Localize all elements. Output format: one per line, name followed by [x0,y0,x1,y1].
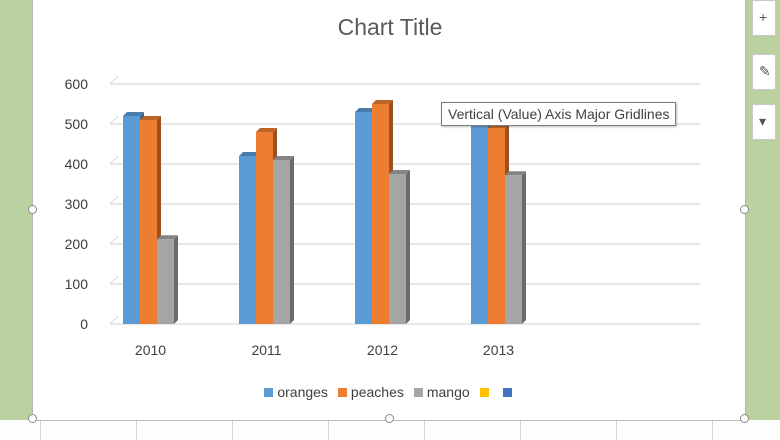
bar-top [505,171,526,176]
legend-entry[interactable] [479,384,493,400]
y-tick-label: 100 [65,276,89,292]
cell-border [232,420,233,440]
resize-handle-right[interactable] [740,205,749,214]
cell-border [328,420,329,440]
bar-side [522,171,526,324]
bar-top [355,108,376,112]
y-tick-label: 200 [65,236,89,252]
spreadsheet-left-edge [0,0,32,440]
plus-icon: + [759,9,768,25]
resize-handle-bottom-left[interactable] [28,414,37,423]
cell-border [136,420,137,440]
legend-swatch [479,387,489,397]
bar-front [488,128,505,324]
chart-filters-button[interactable]: ▾ [752,104,776,140]
y-tick-label: 300 [65,196,89,212]
legend-swatch [264,387,274,397]
gridline-depth [109,195,119,205]
filter-icon: ▾ [759,113,767,129]
gridline-depth [109,155,119,165]
bar-top [239,152,260,156]
bar-top [140,116,161,120]
legend-swatch [337,387,347,397]
bar-mango-2011[interactable] [273,156,294,324]
bar-front [372,104,389,324]
legend-entry[interactable]: oranges [264,384,328,400]
x-tick-label: 2013 [483,342,514,358]
cell-border [520,420,521,440]
x-tick-label: 2011 [251,342,281,358]
bar-front [256,132,273,324]
gridlines-tooltip: Vertical (Value) Axis Major Gridlines [441,102,677,126]
bar-top [256,128,277,132]
legend-label: peaches [350,384,404,400]
bar-front [273,160,290,324]
legend-entry[interactable] [502,384,516,400]
cell-border [424,420,425,440]
bar-top [389,170,410,174]
y-tick-label: 400 [65,156,89,172]
resize-handle-bottom[interactable] [385,414,394,423]
chart-title[interactable]: Chart Title [337,14,443,40]
bar-mango-2013[interactable] [505,171,526,324]
bar-top [273,156,294,160]
bar-mango-2012[interactable] [389,170,410,324]
legend-swatch [502,387,512,397]
gridline-depth [109,275,119,285]
bar-top [372,100,393,104]
x-tick-label: 2012 [367,342,398,358]
bar-side [174,235,178,324]
cell-border [616,420,617,440]
bar-side [290,156,294,324]
gridline-depth [109,115,119,125]
x-tick-label: 2010 [135,342,166,358]
bar-front [239,156,256,324]
gridline-depth [109,235,119,245]
bar-front [123,116,140,324]
bar-front [157,239,174,324]
bar-mango-2010[interactable] [157,235,178,324]
gridline-depth [109,75,119,85]
resize-handle-bottom-right[interactable] [740,414,749,423]
legend-entry[interactable]: mango [413,384,470,400]
bar-side [406,170,410,324]
cell-border [712,420,713,440]
chart-styles-button[interactable]: ✎ [752,54,776,90]
y-tick-label: 0 [80,316,88,332]
y-tick-label: 600 [65,76,89,92]
bar-front [505,175,522,324]
spreadsheet-cell-row[interactable] [0,420,780,440]
chart-elements-button[interactable]: + [752,0,776,36]
cell-border [40,420,41,440]
bar-top [157,235,178,240]
gridline-depth [109,315,119,325]
bar-front [389,174,406,324]
legend-entry[interactable]: peaches [337,384,404,400]
bar-front [355,112,372,324]
brush-icon: ✎ [759,63,771,79]
resize-handle-left[interactable] [28,205,37,214]
y-tick-label: 500 [65,116,89,132]
chart-legend[interactable]: oranges peaches mango [0,384,780,400]
bar-front [140,120,157,324]
bar-top [123,112,144,116]
legend-label: oranges [277,384,328,400]
bar-front [471,126,488,324]
legend-swatch [413,387,423,397]
legend-label: mango [426,384,470,400]
